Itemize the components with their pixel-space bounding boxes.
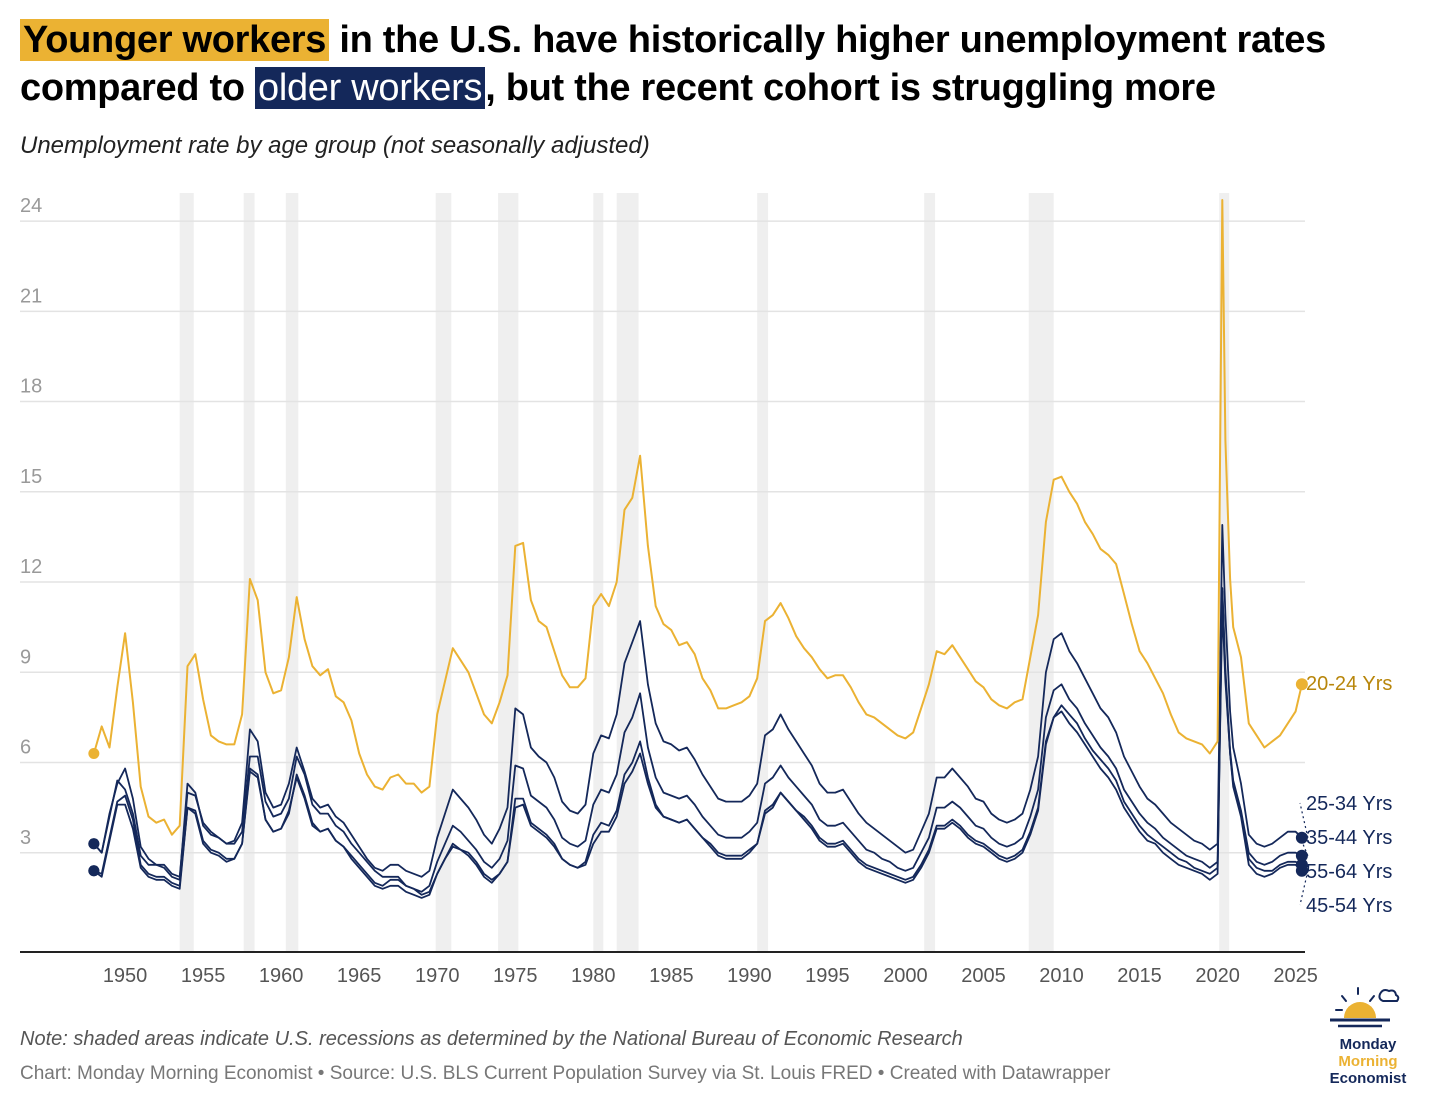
series-line-20-24-yrs <box>92 199 1303 836</box>
series-label-55-64-yrs: 55-64 Yrs <box>1306 861 1392 883</box>
x-tick-label-1980: 1980 <box>571 965 616 987</box>
x-tick-label-1995: 1995 <box>805 965 850 987</box>
series-label-35-44-yrs: 35-44 Yrs <box>1306 827 1392 849</box>
x-tick-label-1965: 1965 <box>337 965 382 987</box>
series-end-point <box>1295 831 1308 844</box>
y-tick-label-21: 21 <box>20 285 42 307</box>
series-end-point <box>1295 849 1308 862</box>
recession-band-6 <box>616 193 639 952</box>
x-tick-label-1960: 1960 <box>259 965 304 987</box>
x-tick-label-2015: 2015 <box>1117 965 1162 987</box>
x-tick-label-1990: 1990 <box>727 965 772 987</box>
y-tick-label-6: 6 <box>20 737 31 759</box>
recession-band-1 <box>243 193 255 952</box>
series-start-point <box>88 747 100 759</box>
x-tick-label-1975: 1975 <box>493 965 538 987</box>
label-leader-line <box>1299 864 1309 872</box>
title-highlight-younger: Younger workers <box>20 19 330 61</box>
sun-cloud-icon <box>1330 987 1400 1028</box>
x-tick-label-1985: 1985 <box>649 965 694 987</box>
x-tick-label-2020: 2020 <box>1195 965 1240 987</box>
series-end-point <box>1295 678 1308 691</box>
chart-subtitle: Unemployment rate by age group (not seas… <box>20 132 650 159</box>
label-leader-line <box>1299 870 1309 906</box>
x-tick-label-1950: 1950 <box>103 965 148 987</box>
series-start-point <box>88 838 100 850</box>
y-tick-label-18: 18 <box>20 376 42 398</box>
logo: Monday Morning Economist <box>1318 984 1418 1094</box>
x-tick-label-1970: 1970 <box>415 965 460 987</box>
label-leader-line <box>1299 836 1309 856</box>
label-leader-line <box>1299 802 1309 838</box>
logo-text-morning: Morning <box>1338 1053 1398 1070</box>
y-tick-label-12: 12 <box>20 556 42 578</box>
footer-note: Note: shaded areas indicate U.S. recessi… <box>20 1028 963 1050</box>
series-label-45-54-yrs: 45-54 Yrs <box>1306 895 1392 917</box>
footer-source: Chart: Monday Morning Economist • Source… <box>20 1063 1111 1084</box>
recession-band-7 <box>757 193 769 952</box>
y-tick-label-24: 24 <box>20 195 42 217</box>
series-start-point <box>88 865 100 877</box>
title-text-end: , but the recent cohort is struggling mo… <box>485 67 1216 109</box>
y-tick-label-3: 3 <box>20 827 31 849</box>
chart-title: Younger workers in the U.S. have histori… <box>20 16 1440 112</box>
series-line-45-54-yrs <box>93 590 1303 899</box>
x-tick-label-1955: 1955 <box>181 965 226 987</box>
y-tick-label-15: 15 <box>20 466 42 488</box>
recession-band-2 <box>285 193 299 952</box>
series-end-point <box>1295 864 1308 877</box>
title-highlight-older: older workers <box>255 67 486 109</box>
series-label-25-34-yrs: 25-34 Yrs <box>1306 793 1392 815</box>
x-tick-label-2000: 2000 <box>883 965 928 987</box>
x-tick-label-2005: 2005 <box>961 965 1006 987</box>
series-label-20-24-yrs: 20-24 Yrs <box>1306 673 1392 695</box>
series-line-35-44-yrs <box>93 587 1303 893</box>
line-chart: 3 6 9 12 15 18 21 24 1950 1955 1960 1965 1970 1975 198… <box>20 193 1392 987</box>
recession-band-0 <box>179 193 194 952</box>
series-line-55-64-yrs <box>93 605 1303 896</box>
recession-band-8 <box>924 193 936 952</box>
series-line-25-34-yrs <box>93 524 1303 881</box>
y-tick-label-9: 9 <box>20 646 31 668</box>
logo-text-economist: Economist <box>1329 1070 1407 1087</box>
x-tick-label-2025: 2025 <box>1273 965 1318 987</box>
x-tick-label-2010: 2010 <box>1039 965 1084 987</box>
logo-text-monday: Monday <box>1339 1036 1397 1053</box>
recession-band-5 <box>593 193 604 952</box>
title-text-middle: in the U.S. have historically higher une… <box>20 19 1326 109</box>
